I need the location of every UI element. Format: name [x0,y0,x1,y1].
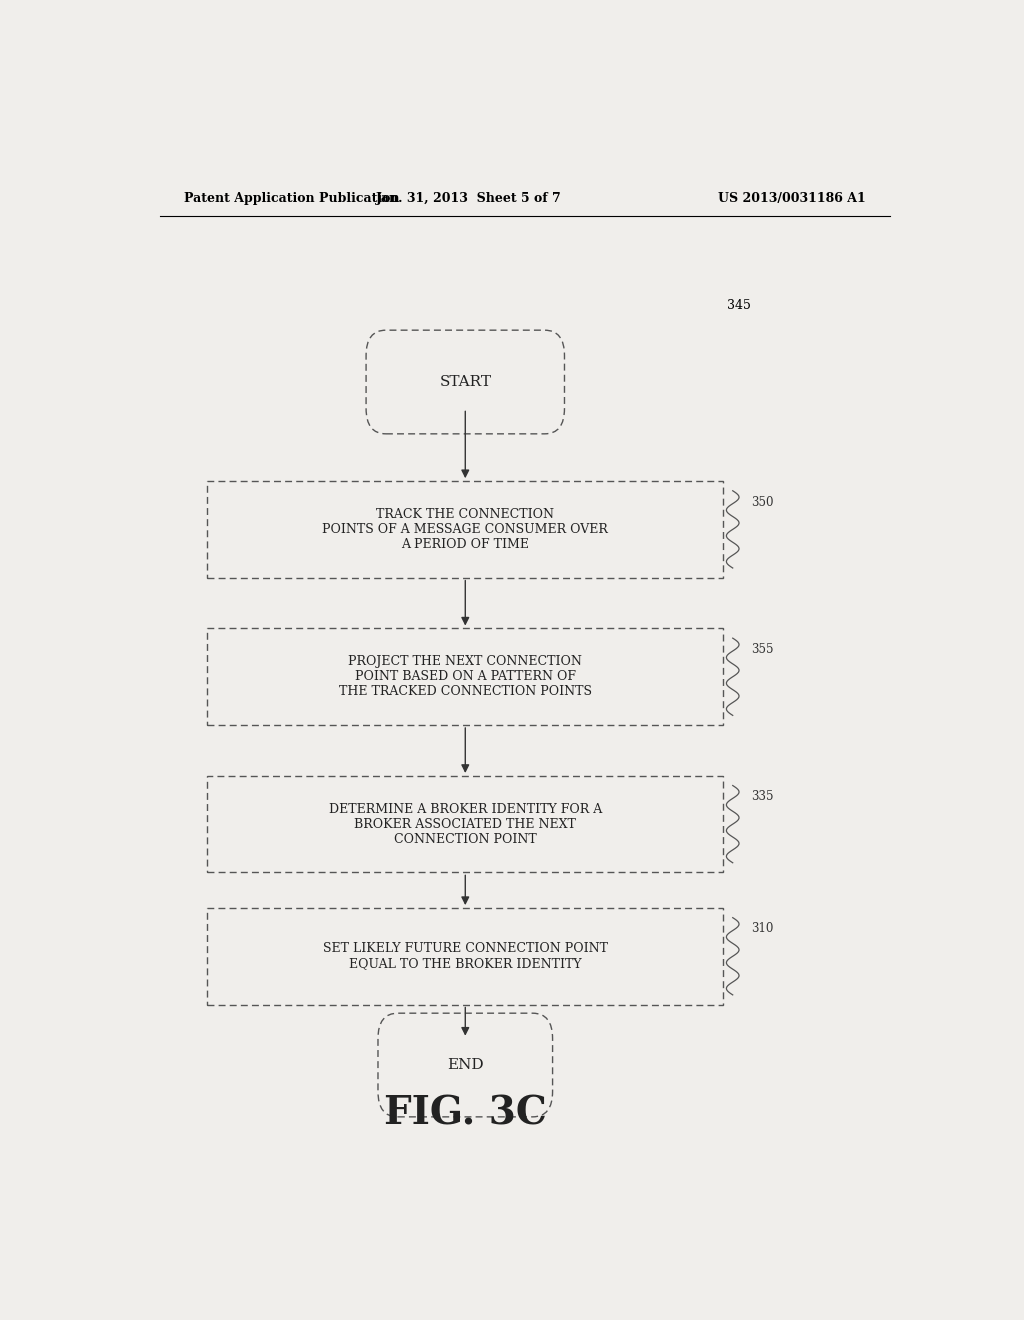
Text: DETERMINE A BROKER IDENTITY FOR A
BROKER ASSOCIATED THE NEXT
CONNECTION POINT: DETERMINE A BROKER IDENTITY FOR A BROKER… [329,803,602,846]
Text: 335: 335 [751,791,773,804]
Text: FIG. 3C: FIG. 3C [384,1094,547,1133]
Text: Patent Application Publication: Patent Application Publication [183,191,399,205]
Text: END: END [446,1059,483,1072]
Text: US 2013/0031186 A1: US 2013/0031186 A1 [718,191,866,205]
Text: 350: 350 [751,495,773,508]
FancyBboxPatch shape [207,480,723,578]
Text: 345: 345 [727,300,751,313]
Text: PROJECT THE NEXT CONNECTION
POINT BASED ON A PATTERN OF
THE TRACKED CONNECTION P: PROJECT THE NEXT CONNECTION POINT BASED … [339,655,592,698]
Text: Jan. 31, 2013  Sheet 5 of 7: Jan. 31, 2013 Sheet 5 of 7 [377,191,562,205]
FancyBboxPatch shape [207,628,723,725]
Text: 355: 355 [751,643,773,656]
Text: START: START [439,375,492,389]
Text: TRACK THE CONNECTION
POINTS OF A MESSAGE CONSUMER OVER
A PERIOD OF TIME: TRACK THE CONNECTION POINTS OF A MESSAGE… [323,508,608,550]
FancyBboxPatch shape [366,330,564,434]
FancyBboxPatch shape [207,776,723,873]
Text: SET LIKELY FUTURE CONNECTION POINT
EQUAL TO THE BROKER IDENTITY: SET LIKELY FUTURE CONNECTION POINT EQUAL… [323,942,608,970]
FancyBboxPatch shape [207,908,723,1005]
FancyBboxPatch shape [378,1014,553,1117]
Text: 310: 310 [751,923,773,936]
